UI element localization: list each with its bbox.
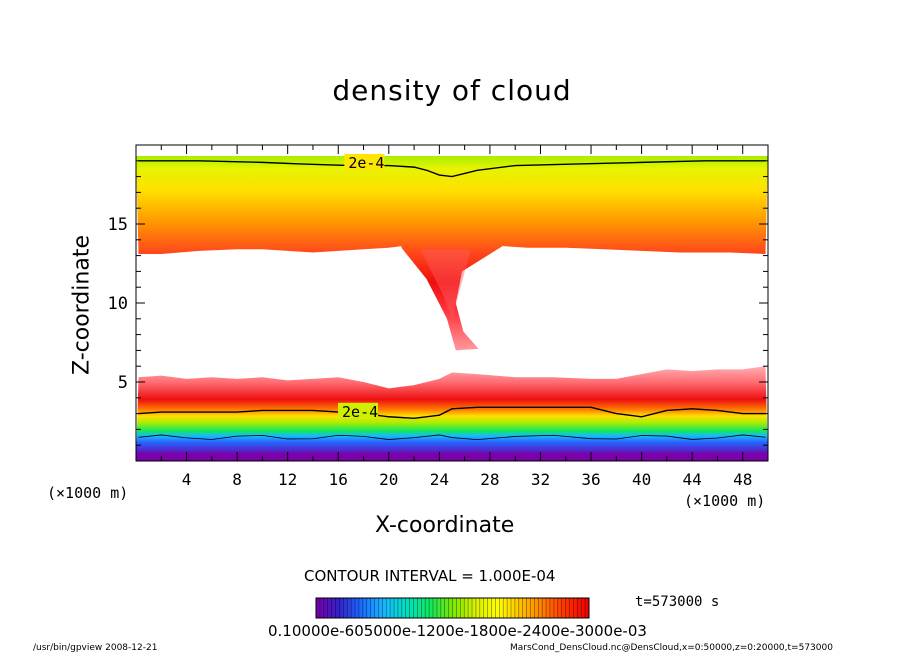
x-tick-label: 48 — [733, 470, 752, 489]
chart-title: density of cloud — [332, 74, 572, 107]
x-tick-label: 24 — [430, 470, 449, 489]
x-tick-label: 4 — [182, 470, 192, 489]
x-tick-label: 28 — [480, 470, 499, 489]
y-tick-label: 10 — [108, 294, 128, 314]
y-axis-label: Z-coordinate — [69, 235, 95, 375]
x-tick-label: 44 — [683, 470, 702, 489]
footer-program-info: /usr/bin/gpview 2008-12-21 — [33, 643, 158, 653]
upper-cloud-layer — [136, 156, 768, 351]
x-axis-label: X-coordinate — [375, 513, 515, 538]
x-axis-unit-right: (×1000 m) — [684, 492, 766, 510]
footer-data-source: MarsCond_DensCloud.nc@DensCloud,x=0:5000… — [510, 643, 833, 653]
colorbar-labels: 0.10000e-605000e-1200e-1800e-2400e-3000e… — [268, 622, 647, 640]
upper-contour-line — [138, 160, 766, 178]
time-label: t=573000 s — [635, 594, 720, 610]
x-tick-label: 20 — [379, 470, 398, 489]
lower-cloud-layer — [136, 366, 768, 461]
y-tick-label: 5 — [118, 373, 128, 393]
contour-interval-text: CONTOUR INTERVAL = 1.000E-04 — [304, 567, 556, 585]
contour-label: 2e-4 — [348, 154, 384, 172]
colorbar-frame — [315, 597, 590, 619]
x-axis-unit-left: (×1000 m) — [47, 484, 129, 502]
x-tick-label: 32 — [531, 470, 550, 489]
x-tick-label: 16 — [329, 470, 348, 489]
y-tick-label: 15 — [108, 215, 128, 235]
x-tick-label: 36 — [581, 470, 600, 489]
x-tick-label: 40 — [632, 470, 651, 489]
x-tick-label: 8 — [232, 470, 242, 489]
x-tick-label: 12 — [278, 470, 297, 489]
contour-label: 2e-4 — [342, 403, 378, 421]
tail-core — [420, 249, 471, 319]
base-contour-line — [138, 434, 766, 441]
lower-contour-line — [138, 406, 766, 420]
